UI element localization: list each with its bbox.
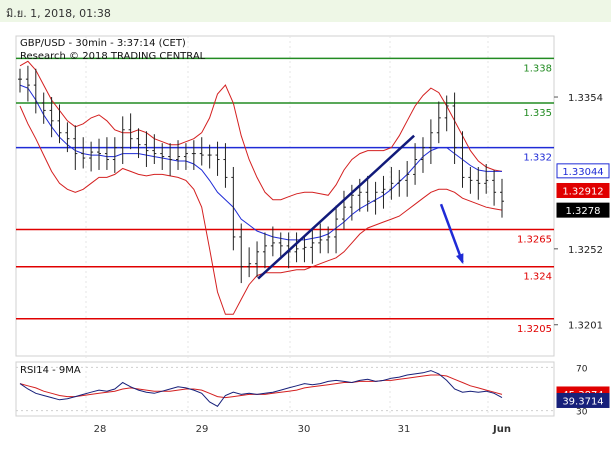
rsi-tick-label: 30 bbox=[576, 408, 588, 418]
bollinger-lower-line bbox=[19, 105, 503, 315]
price-tag bbox=[556, 182, 610, 198]
y-tick-label: 1.3354 bbox=[568, 93, 603, 104]
y-tick-label: 1.3252 bbox=[568, 245, 603, 256]
level-label: 1.332 bbox=[523, 153, 552, 164]
level-label: 1.3205 bbox=[517, 324, 552, 335]
rsi-line bbox=[19, 370, 503, 407]
x-tick-label: Jun bbox=[492, 424, 511, 435]
price-tag-label: 1.3278 bbox=[566, 206, 601, 217]
rsi-title: RSI14 - 9MA bbox=[20, 365, 81, 376]
header-datetime: มิ.ย. 1, 2018, 01:38 bbox=[6, 7, 111, 20]
price-tag-label: 1.32912 bbox=[562, 186, 603, 197]
header-bar: มิ.ย. 1, 2018, 01:38 bbox=[0, 0, 611, 22]
moving-average-line bbox=[19, 84, 502, 241]
bollinger-upper-line bbox=[19, 60, 503, 201]
x-tick-label: 28 bbox=[94, 424, 107, 435]
arrow-head-icon bbox=[456, 253, 464, 265]
price-tag bbox=[556, 163, 610, 179]
x-tick-label: 30 bbox=[298, 424, 311, 435]
rsi-tag bbox=[556, 392, 610, 408]
x-tick-label: 31 bbox=[398, 424, 411, 435]
level-label: 1.335 bbox=[523, 108, 552, 119]
rsi-tick-label: 70 bbox=[576, 364, 588, 374]
support-trendline bbox=[257, 134, 415, 280]
projection-arrow-line bbox=[439, 203, 464, 263]
main-plot-area bbox=[15, 35, 555, 357]
chart-title: GBP/USD - 30min - 3:37:14 (CET) bbox=[20, 38, 186, 49]
level-label: 1.324 bbox=[523, 272, 552, 283]
rsi-ma-line bbox=[19, 374, 503, 399]
level-label: 1.3265 bbox=[517, 234, 552, 245]
y-tick-label: 1.3201 bbox=[568, 321, 603, 332]
level-label: 1.338 bbox=[523, 63, 552, 74]
chart-subtitle: Research © 2018 TRADING CENTRAL bbox=[20, 51, 206, 62]
x-tick-label: 29 bbox=[196, 424, 209, 435]
price-tag-label: 1.33044 bbox=[562, 167, 603, 178]
price-tag bbox=[556, 202, 610, 218]
rsi-tag-label: 39.3714 bbox=[562, 396, 603, 407]
